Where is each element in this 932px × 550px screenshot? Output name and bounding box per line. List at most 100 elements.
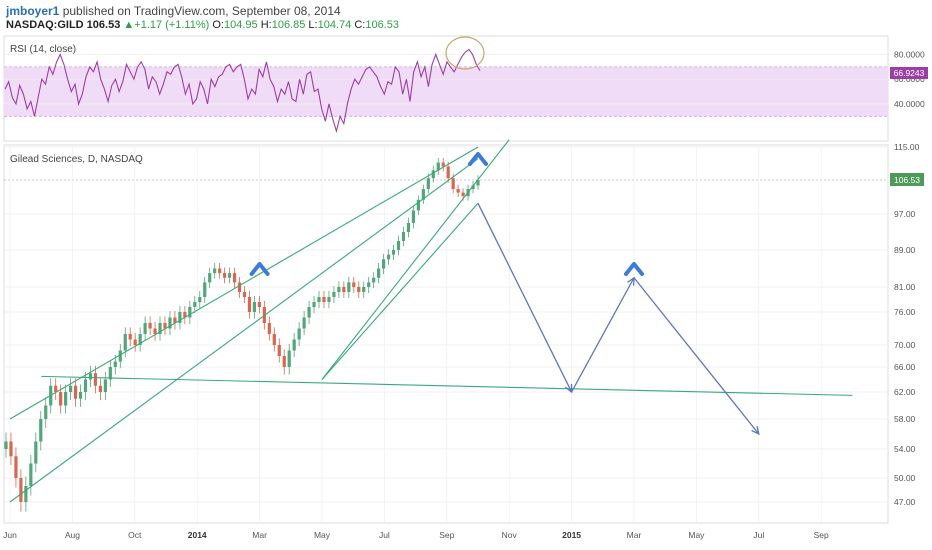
- close-value: 106.53: [365, 19, 399, 31]
- candle-body: [29, 463, 33, 486]
- price-gridlines: [4, 145, 888, 523]
- x-tick-label: Sep: [439, 530, 454, 540]
- low-value: 104.74: [317, 19, 352, 31]
- price-y-axis: 115.00 106.53 97.00 89.00 81.00 76.00 70.00 66.…: [890, 142, 924, 507]
- candle-body: [302, 317, 306, 329]
- candle-body: [173, 317, 177, 323]
- candle-body: [411, 210, 416, 223]
- candle-body: [223, 273, 227, 278]
- candle-body: [386, 254, 391, 260]
- trendline: [9, 158, 479, 503]
- candle-body: [93, 373, 98, 386]
- price-tick-label: 97.00: [894, 209, 916, 219]
- high-key: H:: [260, 19, 272, 31]
- publish-line: jmboyer1 published on TradingView.com, S…: [6, 4, 341, 18]
- trendline: [321, 202, 479, 380]
- candle-body: [451, 178, 455, 190]
- candle-body: [227, 273, 232, 278]
- low-key: L:: [308, 19, 318, 31]
- candle-body: [19, 478, 23, 502]
- candle-body: [168, 317, 172, 329]
- candle-body: [88, 373, 93, 380]
- candle-body: [471, 185, 475, 190]
- candle-body: [64, 392, 68, 406]
- candle-body: [247, 297, 252, 312]
- x-tick-label: 2015: [562, 530, 581, 540]
- projection-segment: [633, 277, 760, 435]
- candle-body: [277, 345, 281, 356]
- candle-body: [352, 282, 356, 287]
- x-tick-label: Aug: [65, 530, 80, 540]
- price-tick-label: 50.00: [894, 473, 916, 483]
- price-tick-label: 58.00: [894, 414, 916, 424]
- candle-body: [426, 178, 430, 190]
- candle-body: [456, 189, 460, 193]
- candle-body: [232, 273, 237, 283]
- candle-body: [476, 180, 480, 186]
- candle-body: [203, 282, 207, 297]
- candle-body: [357, 287, 361, 292]
- projection-segment: [477, 203, 573, 393]
- x-tick-label: Nov: [502, 530, 518, 540]
- candle-body: [59, 392, 63, 406]
- candle-body: [312, 302, 316, 307]
- candle-body: [431, 170, 435, 179]
- author-link[interactable]: jmboyer1: [6, 4, 60, 18]
- rsi-last-value-bg: [890, 67, 928, 79]
- candle-body: [83, 379, 88, 392]
- peak-marker-chevron: [468, 152, 488, 166]
- candle-body: [237, 282, 242, 292]
- candle-body: [118, 350, 122, 362]
- candle-body: [78, 392, 83, 399]
- candle-body: [367, 282, 371, 287]
- price-tick-label: 66.00: [894, 362, 916, 372]
- candle-body: [178, 312, 182, 323]
- candle-body: [218, 268, 222, 274]
- last-price-label: 106.53: [86, 19, 121, 31]
- x-tick-label: 2014: [188, 530, 207, 540]
- candle-body: [272, 334, 276, 345]
- rsi-title: RSI (14, close): [10, 44, 76, 55]
- candle-body: [143, 323, 147, 334]
- candle-body: [4, 441, 8, 449]
- symbol-label[interactable]: NASDAQ:GILD: [6, 19, 84, 31]
- candle-body: [332, 292, 336, 297]
- price-tick-label: 89.00: [894, 245, 916, 255]
- candle-body: [322, 297, 326, 302]
- candle-body: [138, 334, 142, 345]
- candle-body: [406, 223, 411, 232]
- candle-body: [9, 441, 13, 457]
- price-tick-label: 54.00: [894, 444, 916, 454]
- rsi-tick-label: 80.0000: [894, 50, 925, 60]
- candle-body: [39, 419, 43, 442]
- trendlines-group: [9, 139, 853, 503]
- candle-body: [327, 297, 331, 302]
- trendline: [9, 146, 479, 420]
- open-key: O:: [212, 19, 224, 31]
- candle-body: [208, 273, 212, 283]
- projection-segment: [571, 277, 635, 393]
- candle-body: [347, 282, 351, 292]
- price-tick-label: 81.00: [894, 282, 916, 292]
- candle-body: [198, 297, 202, 302]
- peak-marker-chevron: [249, 262, 270, 276]
- candle-body: [282, 356, 286, 367]
- x-tick-label: Jul: [379, 530, 390, 540]
- candle-body: [362, 287, 366, 292]
- candle-body: [108, 367, 112, 380]
- candle-body: [133, 339, 137, 345]
- change-label: +1.17 (+1.11%): [134, 19, 210, 31]
- x-axis: Jun Aug Oct 2014 Mar May Jul Sep Nov 2015 Mar May Ju…: [3, 530, 829, 540]
- x-tick-label: May: [314, 530, 331, 540]
- candle-body: [73, 385, 78, 399]
- peak-markers-group: [249, 152, 644, 276]
- candle-body: [123, 334, 127, 351]
- candle-body: [287, 350, 291, 367]
- candle-body: [242, 292, 247, 297]
- rsi-last-value: 66.9243: [894, 68, 925, 78]
- projection-group: [477, 203, 760, 436]
- candle-body: [34, 441, 38, 464]
- candle-body: [396, 241, 401, 250]
- x-tick-label: Jul: [753, 530, 764, 540]
